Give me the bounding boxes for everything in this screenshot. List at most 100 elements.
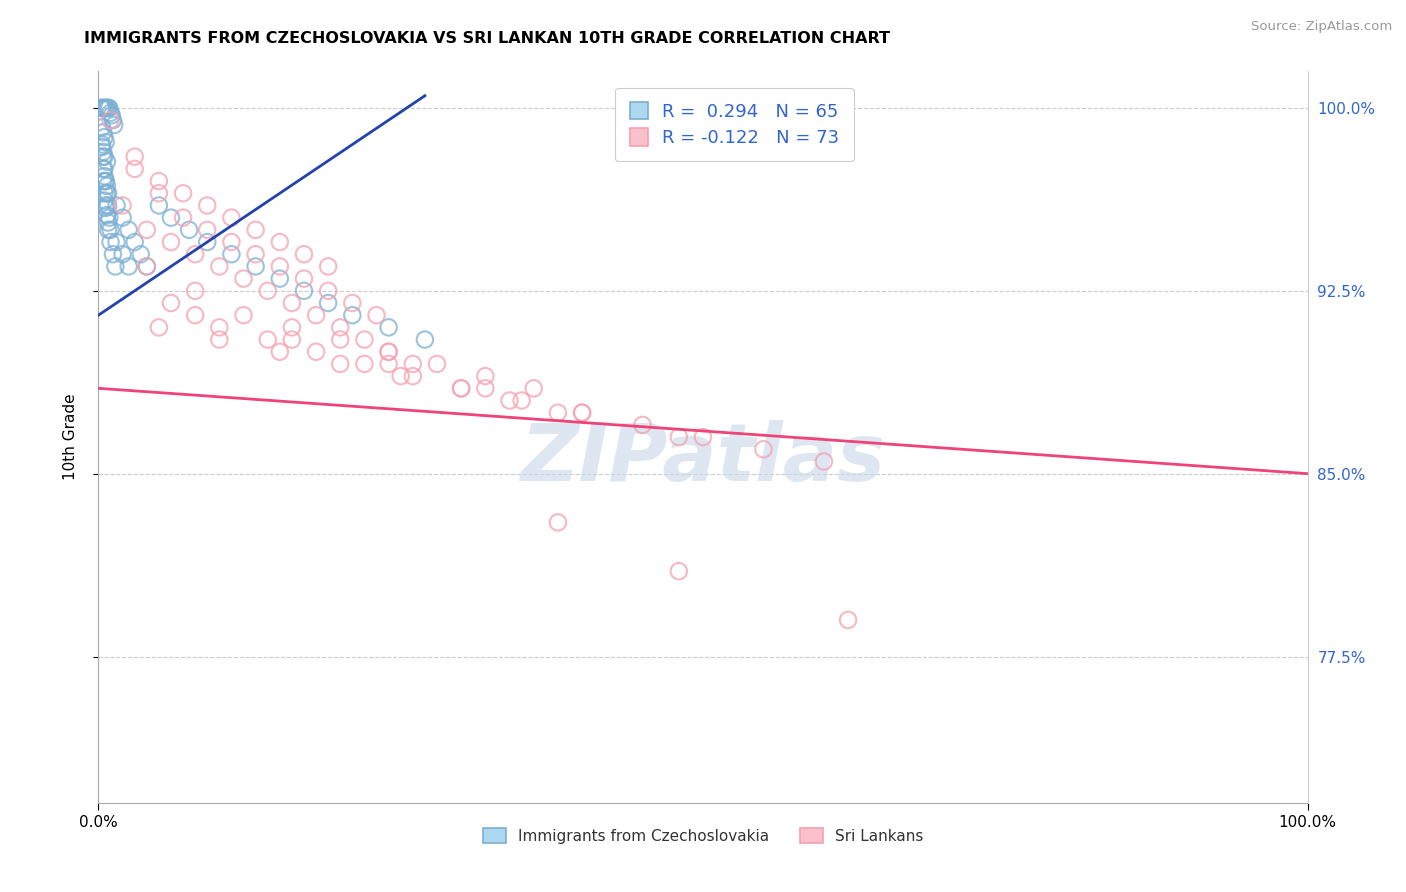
Point [96, 101, 118, 115]
Point [94, 174, 117, 188]
Point [97, 198, 120, 212]
Point [91, 150, 114, 164]
Point [111, 247, 134, 261]
Point [269, 344, 291, 359]
Point [179, 223, 201, 237]
Point [91, 145, 114, 159]
Point [96, 186, 118, 201]
Point [195, 235, 218, 249]
Point [93, 150, 115, 164]
Point [292, 284, 315, 298]
Point [402, 357, 425, 371]
Legend: Immigrants from Czechoslovakia, Sri Lankans: Immigrants from Czechoslovakia, Sri Lank… [477, 822, 929, 850]
Point [413, 333, 436, 347]
Point [111, 198, 134, 212]
Point [93, 101, 115, 115]
Point [752, 442, 775, 457]
Point [389, 369, 412, 384]
Point [221, 211, 243, 225]
Point [135, 223, 157, 237]
Point [124, 235, 146, 249]
Point [232, 308, 254, 322]
Point [98, 101, 121, 115]
Point [426, 357, 449, 371]
Point [342, 296, 364, 310]
Point [281, 320, 304, 334]
Point [160, 235, 183, 249]
Point [474, 381, 496, 395]
Point [281, 296, 304, 310]
Point [377, 344, 399, 359]
Point [329, 357, 352, 371]
Point [292, 271, 315, 285]
Point [571, 406, 593, 420]
Point [91, 101, 114, 115]
Point [135, 260, 157, 274]
Point [97, 186, 120, 201]
Point [668, 564, 690, 578]
Point [377, 357, 399, 371]
Point [118, 260, 141, 274]
Point [97, 223, 120, 237]
Point [129, 247, 152, 261]
Point [547, 516, 569, 530]
Point [94, 135, 117, 149]
Point [221, 247, 243, 261]
Point [100, 235, 122, 249]
Point [184, 284, 207, 298]
Text: Source: ZipAtlas.com: Source: ZipAtlas.com [1251, 20, 1392, 33]
Point [316, 260, 339, 274]
Point [221, 235, 243, 249]
Point [208, 320, 231, 334]
Point [353, 357, 375, 371]
Point [148, 198, 170, 212]
Point [94, 201, 117, 215]
Point [184, 247, 207, 261]
Point [256, 333, 278, 347]
Point [353, 333, 375, 347]
Point [813, 454, 835, 468]
Point [93, 194, 115, 208]
Point [402, 369, 425, 384]
Point [195, 223, 218, 237]
Point [105, 235, 128, 249]
Point [668, 430, 690, 444]
Point [256, 284, 278, 298]
Point [571, 406, 593, 420]
Point [342, 308, 364, 322]
Point [97, 215, 120, 229]
Point [105, 198, 128, 212]
Point [172, 186, 194, 201]
Point [498, 393, 520, 408]
Point [377, 344, 399, 359]
Point [91, 140, 114, 154]
Point [245, 247, 267, 261]
Point [377, 320, 399, 334]
Point [148, 186, 170, 201]
Point [510, 393, 533, 408]
Point [100, 113, 122, 128]
Point [91, 137, 114, 152]
Point [208, 333, 231, 347]
Point [111, 211, 134, 225]
Point [90, 101, 112, 115]
Point [91, 161, 114, 176]
Point [96, 208, 118, 222]
Point [474, 369, 496, 384]
Point [547, 406, 569, 420]
Point [118, 223, 141, 237]
Point [450, 381, 472, 395]
Point [93, 161, 115, 176]
Point [245, 260, 267, 274]
Point [245, 223, 267, 237]
Point [281, 333, 304, 347]
Point [232, 271, 254, 285]
Point [101, 113, 124, 128]
Point [292, 247, 315, 261]
Point [631, 417, 654, 432]
Point [124, 150, 146, 164]
Point [269, 271, 291, 285]
Point [94, 174, 117, 188]
Point [305, 308, 328, 322]
Point [94, 101, 117, 115]
